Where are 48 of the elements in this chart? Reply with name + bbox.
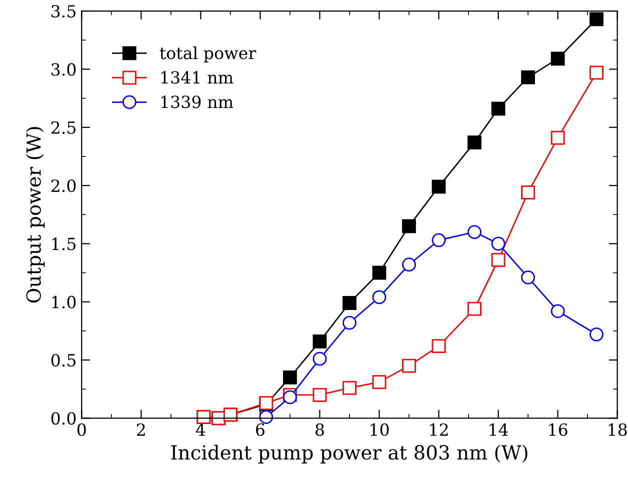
point (550, 130, 565, 145)
x-tick-label: 16 (549, 423, 568, 436)
x-axis-title: Incident pump power at 803 nm (W) (171, 444, 528, 464)
x-tick-label: 6 (256, 423, 264, 436)
legend-label: total power (160, 46, 256, 63)
point (468, 136, 482, 150)
x-tick-label: 12 (430, 423, 448, 436)
y-tick-label: 0.5 (51, 354, 76, 367)
y-tick-label: 2.5 (51, 121, 76, 134)
x-tick-label: 14 (490, 423, 508, 436)
point (491, 236, 506, 251)
x-tick-label: 10 (370, 423, 389, 436)
point (342, 296, 356, 310)
y-tick-label: 3.0 (52, 63, 76, 76)
point (590, 327, 604, 342)
y-tick-label: 1.5 (52, 238, 76, 250)
point (521, 270, 535, 284)
y-tick-label: 2.0 (51, 179, 76, 192)
point (312, 334, 327, 348)
point (550, 304, 565, 318)
point (372, 266, 386, 280)
point (432, 339, 446, 353)
point (259, 410, 274, 424)
x-tick-label: 2 (136, 423, 145, 436)
y-tick-label: 0.0 (51, 412, 76, 425)
x-tick-label: 18 (608, 423, 627, 436)
legend-label: 1341 nm (161, 71, 234, 84)
legend-label: 1339 nm (161, 96, 234, 108)
point (468, 225, 482, 239)
y-tick-label: 3.5 (52, 4, 76, 18)
point (283, 370, 297, 384)
point (312, 352, 327, 366)
point (402, 219, 416, 234)
x-tick-label: 8 (316, 423, 324, 436)
point (491, 102, 506, 116)
y-tick-label: 1.0 (52, 296, 76, 308)
point (372, 290, 386, 304)
point (283, 390, 297, 404)
x-tick-label: 0 (77, 423, 86, 436)
point (342, 316, 356, 330)
y-axis-title: Output power (W) (26, 127, 45, 303)
point (521, 70, 535, 84)
x-tick-label: 4 (196, 423, 206, 436)
point (432, 233, 446, 248)
point (402, 258, 416, 272)
point (590, 12, 604, 26)
point (550, 52, 565, 66)
point (432, 180, 446, 194)
